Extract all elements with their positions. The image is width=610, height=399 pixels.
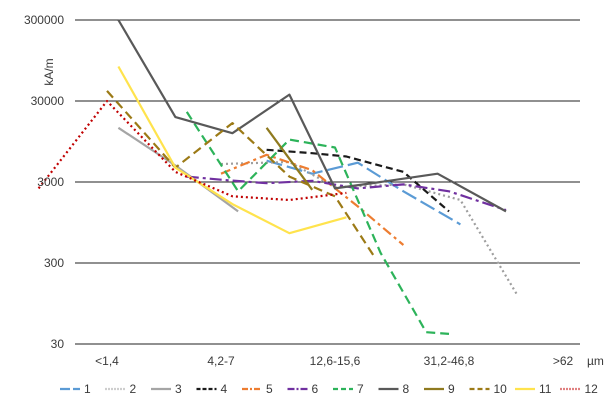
legend-label-5: 5 [266, 382, 273, 396]
series-line-12 [37, 99, 347, 202]
y-axis-label: kA/m [42, 58, 56, 85]
y-tick-layer: 30 300 3000 30000 300000 [24, 13, 64, 351]
legend-label-12: 12 [585, 382, 599, 396]
series-line-4 [266, 148, 450, 213]
legend-label-1: 1 [84, 382, 91, 396]
series-line-2 [220, 160, 519, 296]
x-tick-layer: <1,4 4,2-7 12,6-15,6 31,2-46,8 >62 [95, 354, 573, 368]
series-line-11 [117, 65, 347, 235]
legend-label-4: 4 [221, 382, 228, 396]
y-tick-label: 30 [51, 337, 65, 351]
y-tick-label: 300 [44, 256, 64, 270]
legend-label-6: 6 [312, 382, 319, 396]
series-line-7 [185, 111, 450, 335]
legend-label-3: 3 [175, 382, 182, 396]
legend-label-9: 9 [448, 382, 455, 396]
legend-label-7: 7 [357, 382, 364, 396]
series-line-6 [186, 175, 507, 212]
x-tick-label: 12,6-15,6 [310, 354, 361, 368]
y-tick-label: 300000 [24, 13, 64, 27]
series-line-9 [265, 127, 314, 191]
x-axis-label: µm [587, 354, 604, 368]
series-line-5 [220, 153, 405, 246]
legend-label-10: 10 [494, 382, 508, 396]
series-layer [37, 19, 519, 335]
legend: 1 2 3 4 5 6 7 8 9 10 11 12 [60, 382, 598, 396]
y-tick-label: 3000 [37, 175, 64, 189]
legend-label-2: 2 [130, 382, 137, 396]
x-tick-label: 31,2-46,8 [424, 354, 475, 368]
legend-label-8: 8 [403, 382, 410, 396]
legend-label-11: 11 [539, 382, 552, 396]
series-line-10 [106, 90, 376, 259]
series-line-8 [117, 19, 507, 213]
x-tick-label: 4,2-7 [207, 354, 235, 368]
y-tick-label: 30000 [31, 94, 65, 108]
x-tick-label: >62 [553, 354, 574, 368]
x-tick-label: <1,4 [95, 354, 119, 368]
